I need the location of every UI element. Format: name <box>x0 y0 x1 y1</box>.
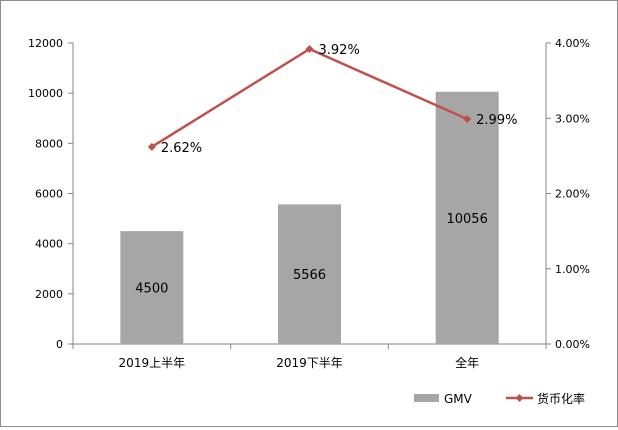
y-left-tick-label: 2000 <box>35 288 63 301</box>
legend: GMV 货币化率 <box>414 391 585 406</box>
y-left-tick-label: 10000 <box>28 87 63 100</box>
legend-marker-line <box>515 394 524 402</box>
legend-label-rate: 货币化率 <box>537 391 585 406</box>
y-right-tick-label: 1.00% <box>555 263 590 276</box>
line-data-label: 3.92% <box>319 43 360 58</box>
line-point-marker <box>463 115 472 124</box>
x-tick-label: 2019上半年 <box>119 356 186 370</box>
bar-data-label: 10056 <box>446 212 487 227</box>
bar-gmv <box>435 91 499 345</box>
y-left-tick-label: 4000 <box>35 238 63 251</box>
bars <box>120 91 499 345</box>
line-series <box>147 45 472 151</box>
line-point-marker <box>305 45 314 54</box>
legend-swatch-gmv <box>414 394 439 402</box>
bar-gmv <box>120 231 184 344</box>
bar-gmv <box>278 204 341 344</box>
bar-data-label: 4500 <box>135 282 168 297</box>
y-left-tick-label: 8000 <box>35 137 63 150</box>
y-right-tick-label: 3.00% <box>555 112 590 125</box>
x-tick-label: 全年 <box>455 355 479 370</box>
tick-labels: 0 2000 4000 6000 8000 10000 12000 0.00% 1.00% 2.0… <box>28 37 590 370</box>
line-data-label: 2.62% <box>161 141 202 156</box>
y-right-tick-label: 4.00% <box>555 37 590 50</box>
x-tick-label: 2019下半年 <box>276 356 343 370</box>
legend-label-gmv: GMV <box>444 392 473 406</box>
y-left-tick-label: 6000 <box>35 188 63 201</box>
y-right-tick-label: 2.00% <box>555 188 590 201</box>
y-right-tick-label: 0.00% <box>555 338 590 351</box>
y-left-tick-label: 0 <box>56 338 63 351</box>
data-labels: 4500 5566 10056 2.62% 3.92% 2.99% <box>135 43 517 297</box>
bar-data-label: 5566 <box>293 268 326 283</box>
line-monetization-rate <box>151 47 468 148</box>
y-left-tick-label: 12000 <box>28 37 63 50</box>
line-point-marker <box>147 142 156 151</box>
line-data-label: 2.99% <box>476 113 517 128</box>
